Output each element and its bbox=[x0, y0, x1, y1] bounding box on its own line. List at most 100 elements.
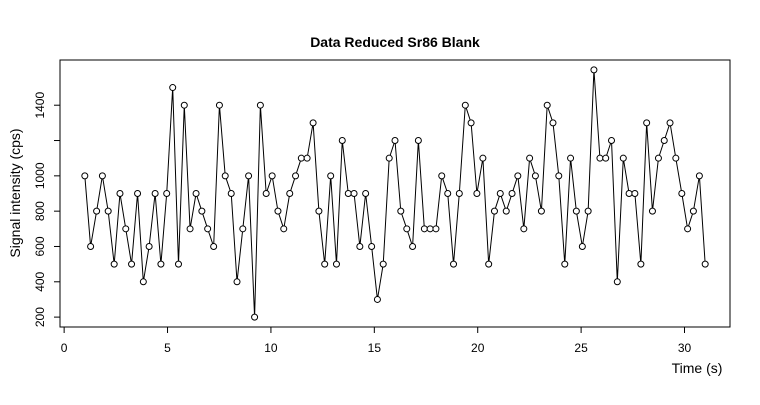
data-point bbox=[660, 137, 668, 145]
data-point bbox=[186, 225, 194, 233]
data-point bbox=[409, 242, 417, 250]
data-point bbox=[251, 313, 259, 321]
y-tick-label: 800 bbox=[33, 201, 47, 221]
y-axis-label: Signal intensity (cps) bbox=[7, 128, 23, 257]
data-point bbox=[438, 172, 446, 180]
data-point bbox=[309, 119, 317, 127]
data-point bbox=[450, 260, 458, 268]
data-point bbox=[204, 225, 212, 233]
data-point bbox=[403, 225, 411, 233]
data-point bbox=[496, 190, 504, 197]
data-point bbox=[145, 242, 153, 250]
data-point bbox=[180, 101, 188, 109]
data-point bbox=[327, 172, 335, 180]
data-point bbox=[262, 190, 270, 197]
data-point bbox=[332, 260, 340, 268]
data-point bbox=[426, 225, 434, 233]
data-point bbox=[128, 260, 136, 268]
data-point bbox=[461, 101, 469, 109]
data-point bbox=[555, 172, 563, 180]
data-point bbox=[379, 260, 387, 268]
data-point bbox=[590, 66, 598, 74]
data-point bbox=[280, 225, 288, 233]
data-point bbox=[227, 190, 235, 197]
data-point bbox=[368, 242, 376, 250]
data-point bbox=[256, 101, 264, 109]
data-point bbox=[373, 295, 381, 303]
data-point bbox=[537, 207, 545, 215]
data-point bbox=[163, 190, 171, 197]
data-point bbox=[93, 207, 101, 215]
data-point bbox=[245, 172, 253, 180]
data-point bbox=[567, 154, 575, 162]
data-point bbox=[215, 101, 223, 109]
data-point bbox=[98, 172, 106, 180]
data-point bbox=[689, 207, 697, 215]
x-tick-label: 25 bbox=[574, 341, 588, 355]
data-point bbox=[414, 137, 422, 145]
data-point bbox=[485, 260, 493, 268]
x-tick-label: 10 bbox=[264, 341, 278, 355]
data-point bbox=[602, 154, 610, 162]
data-point bbox=[619, 154, 627, 162]
data-point bbox=[303, 154, 311, 162]
data-point bbox=[81, 172, 89, 180]
data-point bbox=[479, 154, 487, 162]
data-point bbox=[338, 137, 346, 145]
data-point bbox=[543, 101, 551, 109]
data-point bbox=[157, 260, 165, 268]
data-point bbox=[356, 242, 364, 250]
data-point bbox=[321, 260, 329, 268]
data-point bbox=[420, 225, 428, 233]
data-point bbox=[169, 84, 177, 92]
data-point bbox=[455, 190, 463, 197]
data-point bbox=[502, 207, 510, 215]
data-point bbox=[151, 190, 159, 197]
x-axis-label: Time (s) bbox=[672, 360, 723, 376]
data-point bbox=[596, 154, 604, 162]
data-point bbox=[531, 172, 539, 180]
data-point bbox=[286, 190, 294, 197]
data-point bbox=[104, 207, 112, 215]
data-point bbox=[116, 190, 124, 197]
data-point bbox=[174, 260, 182, 268]
data-point bbox=[221, 172, 229, 180]
data-point bbox=[643, 119, 651, 127]
data-point bbox=[110, 260, 118, 268]
data-point bbox=[584, 207, 592, 215]
data-point bbox=[391, 137, 399, 145]
y-tick-label: 1000 bbox=[33, 162, 47, 189]
data-point bbox=[444, 190, 452, 197]
x-tick-label: 5 bbox=[164, 341, 171, 355]
data-point bbox=[297, 154, 305, 162]
data-point bbox=[508, 190, 516, 197]
data-point bbox=[490, 207, 498, 215]
data-point bbox=[397, 207, 405, 215]
data-point bbox=[526, 154, 534, 162]
data-point bbox=[315, 207, 323, 215]
data-point bbox=[625, 190, 633, 197]
data-point bbox=[134, 190, 142, 197]
data-point bbox=[87, 242, 95, 250]
data-point bbox=[292, 172, 300, 180]
data-point bbox=[198, 207, 206, 215]
data-point bbox=[549, 119, 557, 127]
data-point bbox=[514, 172, 522, 180]
chart-title: Data Reduced Sr86 Blank bbox=[310, 34, 480, 50]
y-tick-label: 1400 bbox=[33, 92, 47, 119]
data-point bbox=[268, 172, 276, 180]
data-point bbox=[701, 260, 709, 268]
y-tick-label: 400 bbox=[33, 271, 47, 291]
data-point bbox=[561, 260, 569, 268]
data-point bbox=[684, 225, 692, 233]
data-point bbox=[473, 190, 481, 197]
data-point bbox=[666, 119, 674, 127]
data-point bbox=[122, 225, 130, 233]
data-point bbox=[678, 190, 686, 197]
data-point bbox=[520, 225, 528, 233]
x-tick-label: 30 bbox=[678, 341, 692, 355]
data-point bbox=[654, 154, 662, 162]
data-point bbox=[695, 172, 703, 180]
